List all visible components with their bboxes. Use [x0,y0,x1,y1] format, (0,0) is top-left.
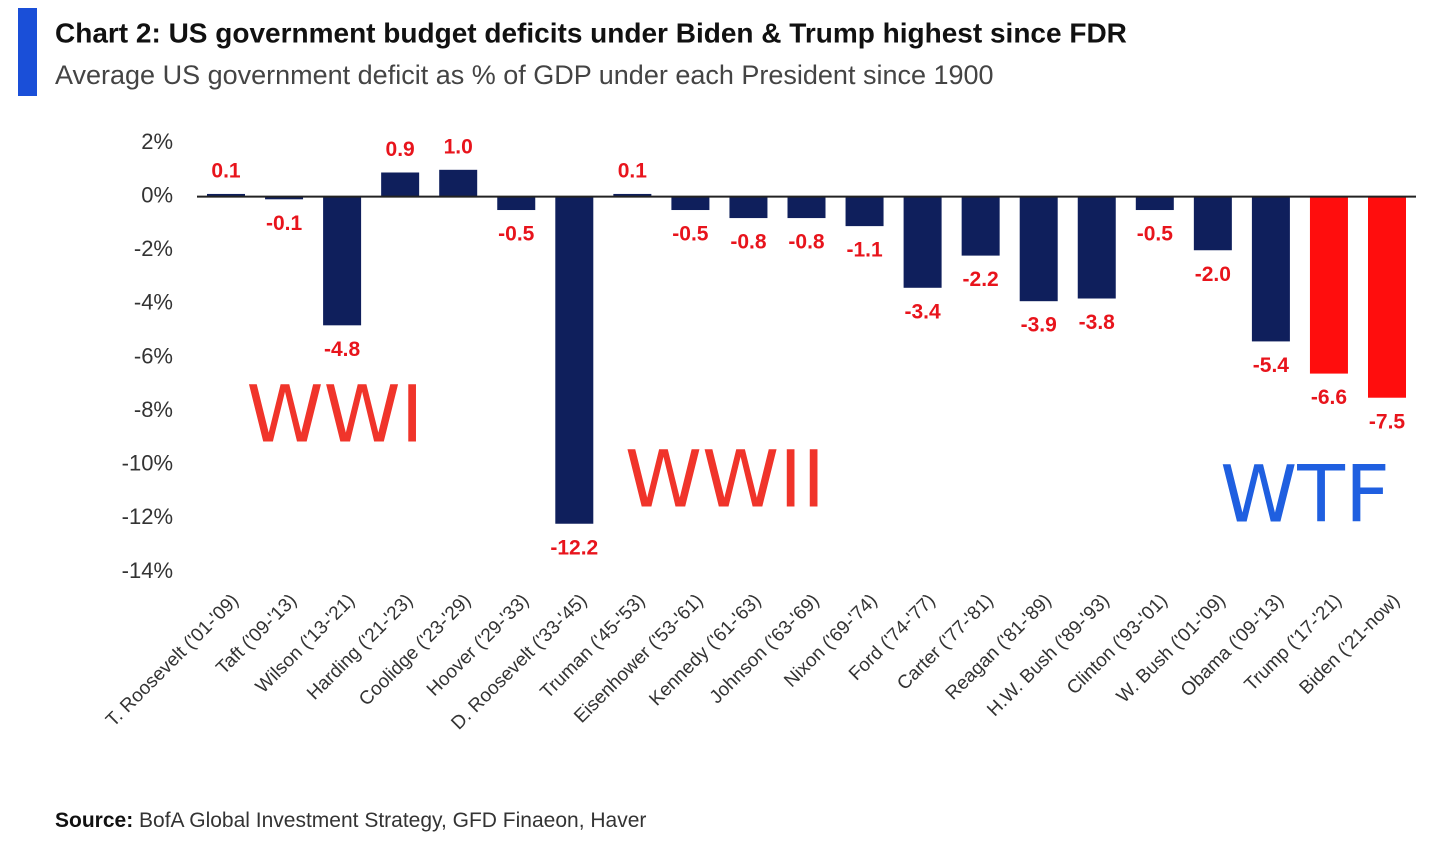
annotation: WTF [1220,450,1390,540]
bar [265,196,304,200]
value-label: 0.9 [386,138,415,161]
bar [323,196,362,326]
bar [555,196,594,524]
value-label: -0.5 [672,223,709,246]
bar [1251,196,1290,342]
bar [613,193,652,197]
y-tick-label: -4% [134,290,173,315]
y-tick-label: 0% [141,182,173,207]
value-label: -0.5 [1137,223,1174,246]
x-tick-label: Biden ('21-now) [1296,590,1405,699]
bar [207,193,245,197]
bar [787,196,826,219]
bar [1077,196,1116,299]
value-label: 0.1 [211,159,241,182]
x-tick-label: Truman ('45-'53) [537,590,650,703]
bar [1309,196,1348,374]
x-tick-label: Wilson ('13-'21) [252,590,359,697]
y-tick-label: 2% [141,129,173,154]
value-label: -3.8 [1079,311,1116,334]
y-tick-label: -6% [134,343,173,368]
title-accent [18,8,37,96]
bar [1135,196,1174,211]
value-label: -1.1 [846,239,883,262]
value-label: -2.2 [963,268,999,291]
y-tick-label: -14% [122,558,173,583]
value-label: 0.1 [618,159,648,182]
y-tick-label: -8% [134,397,173,422]
source-text: BofA Global Investment Strategy, GFD Fin… [139,809,646,832]
x-tick-label: Clinton ('93-'01) [1063,590,1172,699]
bar [439,169,478,197]
x-tick-label: Hoover ('29-'33) [423,590,533,700]
value-label: -4.8 [324,338,361,361]
value-label: -0.8 [730,231,767,254]
value-label: -2.0 [1195,263,1231,286]
y-tick-label: -10% [122,451,173,476]
bar [845,196,884,227]
x-tick-label: Harding ('21-'23) [303,590,417,704]
source-label: Source: [55,809,133,832]
bar [671,196,710,211]
y-tick-label: -2% [134,236,173,261]
bar [497,196,536,211]
chart-subtitle: Average US government deficit as % of GD… [55,60,994,90]
bar [1019,196,1058,302]
chart-title: Chart 2: US government budget deficits u… [55,17,1127,48]
annotation: WWI [246,370,423,460]
value-label: -3.4 [905,300,942,323]
bar [1368,196,1406,398]
bar [961,196,1000,256]
value-label: -0.1 [266,212,303,235]
bar [729,196,768,219]
value-label: -0.8 [788,231,825,254]
value-label: -3.9 [1021,314,1057,337]
value-label: 1.0 [444,135,473,158]
value-label: -12.2 [550,536,598,559]
x-tick-label: Obama ('09-'13) [1177,590,1288,701]
value-label: -0.5 [498,223,535,246]
x-tick-label: W. Bush ('01-'09) [1113,590,1230,707]
value-label: -7.5 [1369,410,1406,433]
bar [1193,196,1232,251]
x-tick-label: Johnson ('63-'69) [706,590,824,708]
bar [903,196,942,288]
bar [381,172,420,197]
source: Source: BofA Global Investment Strategy,… [55,809,646,832]
value-label: -6.6 [1311,386,1347,409]
annotation: WWII [625,435,825,525]
value-label: -5.4 [1253,354,1290,377]
x-tick-label: Reagan ('81-'89) [942,590,1056,704]
y-tick-label: -12% [122,504,173,529]
